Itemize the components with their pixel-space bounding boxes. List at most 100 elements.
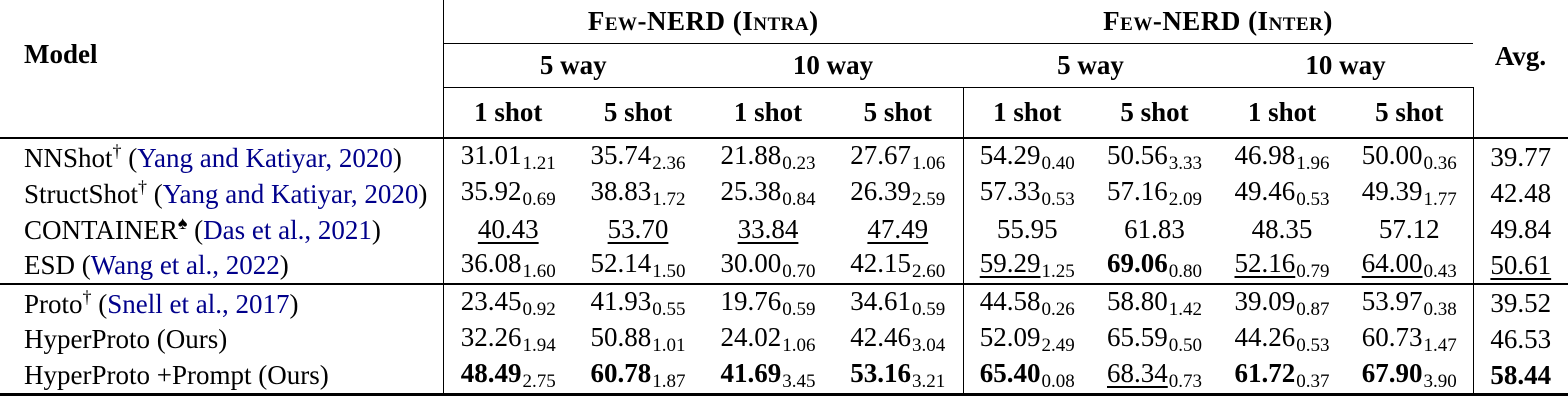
avg-cell: 42.48	[1472, 175, 1568, 211]
score-std: 0.79	[1296, 260, 1330, 282]
score-value: 34.61	[850, 285, 911, 316]
score-value: 64.00	[1361, 247, 1423, 278]
score-value: 65.59	[1107, 321, 1168, 352]
model-superscript: †	[138, 176, 148, 197]
score-cell: 69.060.80	[1091, 247, 1218, 284]
score-cell: 53.163.21	[833, 357, 963, 396]
score-value: 31.01	[460, 139, 522, 170]
score-cell: 68.340.73	[1091, 357, 1218, 396]
score-cell: 48.35	[1218, 211, 1346, 247]
score-value: 41.93	[590, 285, 652, 316]
score-value: 38.83	[590, 175, 652, 206]
model-name: HyperProto +Prompt	[24, 359, 252, 390]
model-cell: HyperProto +Prompt (Ours)	[0, 357, 444, 396]
score-std: 0.69	[522, 188, 556, 210]
score-value: 52.09	[979, 321, 1041, 352]
model-name: CONTAINER	[24, 214, 178, 245]
citation-link[interactable]: Yang and Katiyar, 2020	[162, 178, 419, 209]
score-std: 0.43	[1423, 260, 1457, 282]
score-value: 58.44	[1490, 359, 1552, 390]
score-std: 0.84	[782, 188, 816, 210]
score-cell: 25.380.84	[703, 175, 833, 211]
score-std: 3.21	[912, 370, 946, 392]
score-cell: 59.291.25	[962, 247, 1091, 284]
score-cell: 60.731.47	[1346, 321, 1473, 357]
citation-link[interactable]: Wang et al., 2022	[90, 249, 280, 280]
score-std: 0.87	[1296, 298, 1330, 320]
score-std: 0.59	[912, 298, 946, 320]
score-std: 0.70	[782, 260, 816, 282]
table-row: NNShot† (Yang and Katiyar, 2020) 31.011.2…	[0, 138, 1568, 175]
score-cell: 58.801.42	[1091, 283, 1218, 321]
table-row: CONTAINER♠ (Das et al., 2021) 40.43 53.70 3…	[0, 211, 1568, 247]
citation-link[interactable]: Snell et al., 2017	[107, 288, 290, 319]
avg-cell: 39.77	[1472, 138, 1568, 175]
score-value: 47.49	[867, 213, 929, 244]
score-value: 57.12	[1378, 213, 1440, 244]
score-cell: 36.081.60	[443, 247, 573, 284]
score-std: 0.80	[1168, 260, 1202, 282]
score-value: 27.67	[850, 139, 911, 170]
score-std: 1.01	[652, 334, 686, 356]
score-cell: 34.610.59	[833, 283, 963, 321]
header-row-datasets: Model Few-NERD (Intra) Few-NERD (Inter) …	[0, 0, 1568, 139]
model-name: StructShot	[24, 178, 139, 209]
column-header-model: Model	[0, 0, 444, 139]
score-std: 3.90	[1423, 370, 1457, 392]
score-value: 52.14	[590, 247, 652, 278]
column-header-1shot: 1 shot	[962, 87, 1091, 139]
score-cell: 57.12	[1346, 211, 1473, 247]
score-cell: 65.590.50	[1091, 321, 1218, 357]
score-std: 0.26	[1041, 298, 1075, 320]
fewnerd-inter-label: Few-NERD (Inter)	[1103, 6, 1333, 36]
score-value: 26.39	[850, 175, 911, 206]
score-std: 3.45	[782, 370, 816, 392]
score-value: 50.88	[590, 321, 652, 352]
score-value: 21.88	[720, 139, 782, 170]
score-std: 1.06	[912, 152, 946, 174]
score-value: 67.90	[1361, 357, 1423, 388]
citation-link[interactable]: Yang and Katiyar, 2020	[137, 142, 393, 173]
column-group-fewnerd-intra: Few-NERD (Intra)	[443, 0, 963, 44]
score-value: 50.61	[1490, 249, 1552, 280]
model-cell: Proto† (Snell et al., 2017)	[0, 283, 444, 321]
score-cell: 65.400.08	[962, 357, 1091, 396]
score-std: 0.37	[1296, 370, 1330, 392]
score-value: 57.16	[1107, 175, 1168, 206]
score-value: 46.98	[1234, 139, 1296, 170]
score-cell: 23.450.92	[443, 283, 573, 321]
score-value: 49.46	[1234, 175, 1296, 206]
score-value: 53.70	[607, 213, 669, 244]
header-row-shots: 1 shot 5 shot 1 shot 5 shot 1 shot 5 sho…	[0, 87, 1568, 139]
score-std: 3.33	[1168, 152, 1202, 174]
model-name: HyperProto	[24, 323, 150, 354]
score-std: 1.94	[522, 334, 556, 356]
column-header-5shot: 5 shot	[573, 87, 703, 139]
score-value: 33.84	[737, 213, 799, 244]
score-cell: 41.930.55	[573, 283, 703, 321]
score-std: 1.50	[652, 260, 686, 282]
score-value: 35.92	[460, 175, 522, 206]
column-header-10way-intra: 10 way	[703, 43, 963, 88]
score-value: 35.74	[590, 139, 652, 170]
column-header-1shot: 1 shot	[443, 87, 573, 139]
score-value: 44.26	[1234, 321, 1296, 352]
model-cell: ESD (Wang et al., 2022)	[0, 247, 444, 284]
score-std: 0.36	[1423, 152, 1457, 174]
score-cell: 54.290.40	[962, 138, 1091, 175]
score-cell: 31.011.21	[443, 138, 573, 175]
score-value: 49.84	[1490, 213, 1552, 244]
score-value: 19.76	[720, 285, 782, 316]
score-std: 1.25	[1041, 260, 1075, 282]
score-cell: 41.693.45	[703, 357, 833, 396]
score-cell: 67.903.90	[1346, 357, 1474, 396]
citation-link[interactable]: Das et al., 2021	[203, 214, 372, 245]
score-value: 23.45	[460, 285, 522, 316]
column-header-1shot: 1 shot	[1218, 87, 1346, 139]
score-value: 49.39	[1361, 175, 1423, 206]
score-std: 2.75	[522, 370, 556, 392]
score-value: 65.40	[979, 357, 1041, 388]
model-superscript: ♠	[177, 212, 188, 233]
score-cell: 61.83	[1091, 211, 1218, 247]
score-value: 55.95	[996, 213, 1058, 244]
